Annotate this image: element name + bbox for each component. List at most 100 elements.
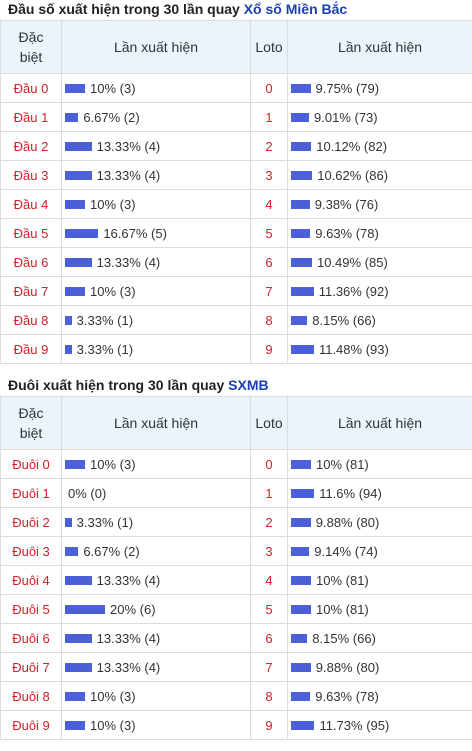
row-label: Đuôi 7 [0,652,62,682]
loto-number: 7 [250,652,288,682]
loto-occurrence-cell: 11.48% (93) [287,334,472,364]
occurrence-cell: 13.33% (4) [61,652,251,682]
loto-number: 5 [250,594,288,624]
loto-occurrence-bar [291,691,311,701]
occurrence-value: 13.33% (4) [96,572,161,588]
table-row: Đầu 4 10% (3) 4 9.38% (76) [0,189,472,219]
row-label: Đầu 6 [0,247,62,277]
loto-number: 8 [250,305,288,335]
header-loto: Loto [250,20,288,74]
occurrence-bar [65,228,99,238]
loto-occurrence-bar [291,257,312,267]
loto-occurrence-cell: 11.36% (92) [287,276,472,306]
occurrence-value: 3.33% (1) [76,341,134,357]
table-row: Đuôi 6 13.33% (4) 6 8.15% (66) [0,623,472,653]
occurrence-cell: 3.33% (1) [61,305,251,335]
header-occurrences: Lần xuất hiện [61,396,251,450]
loto-occurrence-bar [291,199,310,209]
loto-occurrence-bar [291,575,311,585]
table-row: Đuôi 1 0% (0) 1 11.6% (94) [0,478,472,508]
loto-occurrence-value: 11.6% (94) [319,485,382,501]
occurrence-cell: 3.33% (1) [61,507,251,537]
loto-occurrence-value: 10% (81) [316,456,369,472]
loto-number: 0 [250,449,288,479]
row-label: Đuôi 1 [0,478,62,508]
occurrence-bar [65,575,92,585]
loto-number: 4 [250,189,288,219]
loto-occurrence-value: 9.88% (80) [315,659,380,675]
occurrence-cell: 10% (3) [61,710,251,740]
occurrence-cell: 13.33% (4) [61,565,251,595]
row-label: Đầu 9 [0,334,62,364]
row-label: Đuôi 3 [0,536,62,566]
occurrence-bar [65,286,85,296]
loto-occurrence-bar [291,546,310,556]
loto-number: 5 [250,218,288,248]
loto-occurrence-cell: 9.88% (80) [287,507,472,537]
occurrence-cell: 10% (3) [61,189,251,219]
loto-number: 9 [250,334,288,364]
occurrence-value: 10% (3) [90,196,136,212]
occurrence-value: 13.33% (4) [96,138,161,154]
loto-occurrence-cell: 11.73% (95) [287,710,472,740]
loto-occurrence-cell: 10% (81) [287,594,472,624]
header-special-line1: Đặc [18,29,44,45]
occurrence-bar [65,257,92,267]
stats-table: Đặc biệt Lần xuất hiện Loto Lần xuất hiện Đuô… [0,396,472,740]
table-row: Đầu 7 10% (3) 7 11.36% (92) [0,276,472,306]
loto-occurrence-bar [291,488,315,498]
table-row: Đầu 3 13.33% (4) 3 10.62% (86) [0,160,472,190]
row-label: Đuôi 0 [0,449,62,479]
occurrence-bar [65,344,72,354]
loto-occurrence-bar [291,141,312,151]
table-row: Đuôi 9 10% (3) 9 11.73% (95) [0,710,472,740]
row-label: Đầu 5 [0,218,62,248]
section-title: Đầu số xuất hiện trong 30 lần quay Xổ số… [0,0,472,20]
row-label: Đầu 0 [0,73,62,103]
loto-occurrence-bar [291,459,311,469]
occurrence-value: 6.67% (2) [83,543,140,559]
loto-occurrence-bar [291,315,308,325]
occurrence-bar [65,691,85,701]
loto-occurrence-value: 10% (81) [316,572,369,588]
occurrence-cell: 13.33% (4) [61,160,251,190]
occurrence-cell: 10% (3) [61,449,251,479]
occurrence-bar [65,170,92,180]
loto-occurrence-value: 8.15% (66) [312,312,376,328]
row-label: Đầu 3 [0,160,62,190]
loto-occurrence-bar [291,517,311,527]
table-row: Đuôi 2 3.33% (1) 2 9.88% (80) [0,507,472,537]
loto-number: 7 [250,276,288,306]
loto-occurrence-value: 11.48% (93) [318,341,389,357]
row-label: Đuôi 5 [0,594,62,624]
loto-occurrence-value: 9.38% (76) [314,196,379,212]
section-title-link[interactable]: Xổ số Miền Bắc [243,1,348,17]
occurrence-value: 13.33% (4) [96,167,161,183]
loto-occurrence-cell: 10.12% (82) [287,131,472,161]
loto-number: 8 [250,681,288,711]
loto-occurrence-bar [291,170,313,180]
loto-occurrence-value: 11.73% (95) [319,717,390,733]
loto-occurrence-cell: 9.38% (76) [287,189,472,219]
occurrence-bar [65,517,72,527]
loto-occurrence-value: 10.62% (86) [317,167,389,183]
loto-number: 6 [250,247,288,277]
occurrence-value: 16.67% (5) [103,225,167,241]
loto-occurrence-value: 9.63% (78) [315,225,379,241]
section-title-link[interactable]: SXMB [228,377,269,393]
loto-occurrence-value: 9.14% (74) [314,543,378,559]
occurrence-value: 20% (6) [110,601,156,617]
row-label: Đầu 2 [0,131,62,161]
loto-number: 6 [250,623,288,653]
loto-occurrence-cell: 9.63% (78) [287,681,472,711]
occurrence-cell: 20% (6) [61,594,251,624]
header-loto-occurrences: Lần xuất hiện [287,396,472,450]
loto-number: 2 [250,131,288,161]
occurrence-value: 13.33% (4) [96,659,161,675]
occurrence-bar [65,199,85,209]
loto-occurrence-cell: 8.15% (66) [287,623,472,653]
occurrence-value: 10% (3) [90,283,136,299]
row-label: Đầu 7 [0,276,62,306]
row-label: Đuôi 4 [0,565,62,595]
header-special: Đặc biệt [0,20,62,74]
